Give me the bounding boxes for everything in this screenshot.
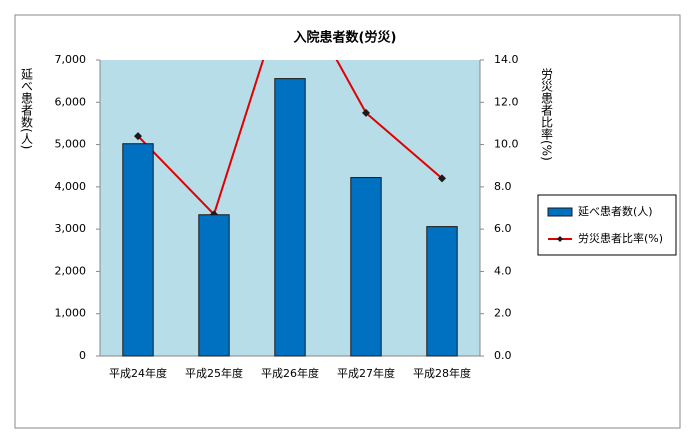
- x-tick-label: 平成27年度: [337, 366, 395, 380]
- y2-tick-label: 4.0: [494, 264, 512, 277]
- y-axis-label: 延べ患者数(人): [20, 68, 34, 150]
- y-tick-label: 2,000: [55, 264, 87, 277]
- y-tick-label: 4,000: [55, 180, 87, 193]
- y2-tick-label: 14.0: [494, 53, 519, 66]
- y2-tick-label: 2.0: [494, 307, 512, 320]
- bar: [350, 177, 382, 357]
- line-marker: [362, 108, 370, 117]
- x-tick-label: 平成26年度: [261, 366, 319, 380]
- line-marker: [134, 132, 142, 141]
- y-tick-label: 3,000: [55, 222, 87, 235]
- y-tick-label: 6,000: [55, 95, 87, 108]
- x-tick-label: 平成25年度: [185, 366, 243, 380]
- y-tick-label: 7,000: [55, 53, 87, 66]
- y2-tick-label: 12.0: [494, 95, 519, 108]
- line: [137, 60, 443, 217]
- legend-box: [537, 194, 677, 256]
- bar: [122, 143, 154, 357]
- bar: [426, 226, 458, 357]
- y2-tick-label: 0.0: [494, 349, 512, 362]
- y-tick-label: 1,000: [55, 307, 87, 320]
- bar: [274, 78, 306, 357]
- legend-label: 延べ患者数(人): [578, 205, 653, 218]
- line-marker: [438, 174, 446, 183]
- y2-tick-label: 10.0: [494, 138, 519, 151]
- y-tick-label: 5,000: [55, 138, 87, 151]
- bar: [198, 214, 230, 357]
- y2-axis-label: 労災患者比率(%): [540, 68, 554, 161]
- chart-title: 入院患者数(労災): [294, 30, 397, 46]
- legend-label: 労災患者比率(%): [578, 231, 663, 245]
- x-tick-label: 平成24年度: [109, 366, 167, 380]
- y-tick-label: 0: [79, 349, 86, 362]
- y2-tick-label: 8.0: [494, 180, 512, 193]
- legend-swatch: [547, 207, 573, 217]
- y2-tick-label: 6.0: [494, 222, 512, 235]
- legend-marker: [557, 236, 563, 242]
- x-tick-label: 平成28年度: [413, 366, 471, 380]
